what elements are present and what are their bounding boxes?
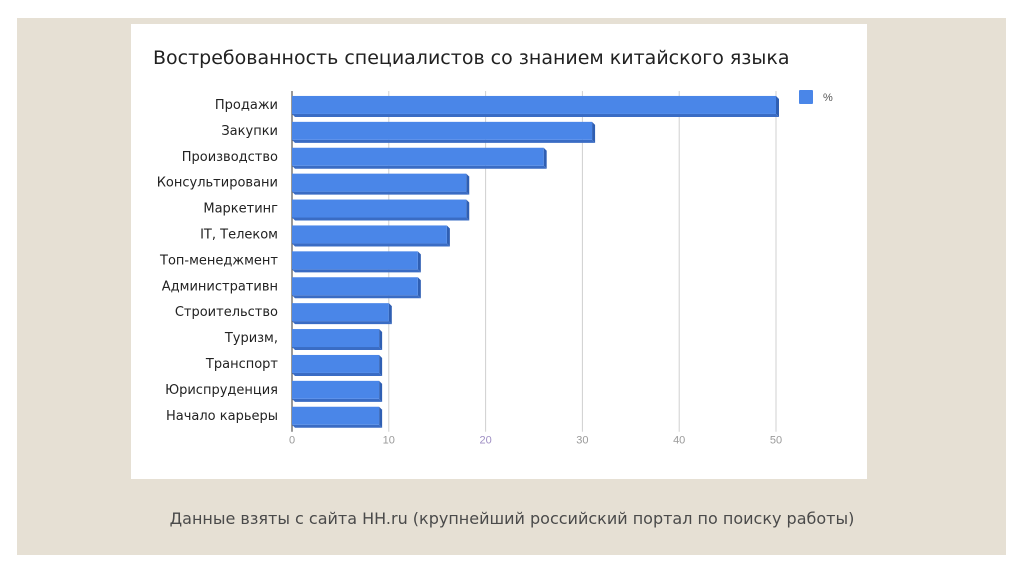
x-tick-label: 20 xyxy=(479,435,491,447)
x-tick-label: 40 xyxy=(673,435,685,447)
bar-side xyxy=(466,199,470,221)
bar xyxy=(292,251,418,270)
bar-chart: 0 10 20 30 40 50 Продажи Закупки Производство Кон… xyxy=(157,90,833,447)
category-label: Консультировани xyxy=(157,176,278,191)
x-tick-label: 50 xyxy=(770,435,782,447)
bar-bottom xyxy=(292,269,421,273)
bar-side xyxy=(379,406,383,428)
bar-side xyxy=(388,303,392,325)
category-label: Топ-менеджмент xyxy=(159,253,278,268)
bar xyxy=(292,173,467,192)
bar-bottom xyxy=(292,243,450,247)
bar-side xyxy=(466,173,470,195)
bar-bottom xyxy=(292,113,779,117)
bar-bottom xyxy=(292,295,421,299)
x-tick-label: 30 xyxy=(576,435,588,447)
bar-side xyxy=(379,380,383,402)
bar-bottom xyxy=(292,217,470,221)
bar-side xyxy=(776,95,779,117)
category-label: Начало карьеры xyxy=(166,409,278,424)
bar xyxy=(292,329,380,348)
bar xyxy=(292,121,593,140)
bar-bottom xyxy=(292,165,547,169)
bar-bottom xyxy=(292,139,596,143)
category-label: IT, Телеком xyxy=(200,227,278,242)
bar xyxy=(292,354,380,373)
bar-side xyxy=(417,251,421,273)
category-label: Маркетинг xyxy=(203,202,278,217)
category-label: Юриспруденция xyxy=(165,383,278,398)
category-label: Производство xyxy=(182,150,278,165)
category-label: Туризм, xyxy=(224,331,278,346)
bar xyxy=(292,147,544,166)
bar-bottom xyxy=(292,321,392,325)
bar-side xyxy=(446,225,450,247)
bar xyxy=(292,225,447,244)
category-label: Административн xyxy=(162,279,278,294)
x-tick-label: 0 xyxy=(289,435,295,447)
bar xyxy=(292,95,776,114)
bar xyxy=(292,303,389,322)
category-label: Продажи xyxy=(215,98,278,113)
category-label: Закупки xyxy=(221,124,278,139)
bar xyxy=(292,380,380,399)
bar-bottom xyxy=(292,347,383,351)
legend-swatch xyxy=(799,90,813,104)
chart-title: Востребованность специалистов со знанием… xyxy=(153,47,790,69)
bar-bottom xyxy=(292,424,383,428)
bar-side xyxy=(592,121,596,143)
bar-side xyxy=(379,354,383,376)
slide-caption: Данные взяты с сайта HH.ru (крупнейший р… xyxy=(169,509,855,528)
bar xyxy=(292,406,380,425)
bar-bottom xyxy=(292,372,383,376)
bar-bottom xyxy=(292,398,383,402)
bar xyxy=(292,277,418,296)
category-label: Транспорт xyxy=(205,357,279,372)
legend-label: % xyxy=(823,92,833,104)
x-tick-label: 10 xyxy=(383,435,395,447)
bar-side xyxy=(417,277,421,299)
bar xyxy=(292,199,467,218)
bar-bottom xyxy=(292,191,470,195)
bar-side xyxy=(543,147,547,169)
category-label: Строительство xyxy=(175,305,278,320)
bar-side xyxy=(379,329,383,351)
